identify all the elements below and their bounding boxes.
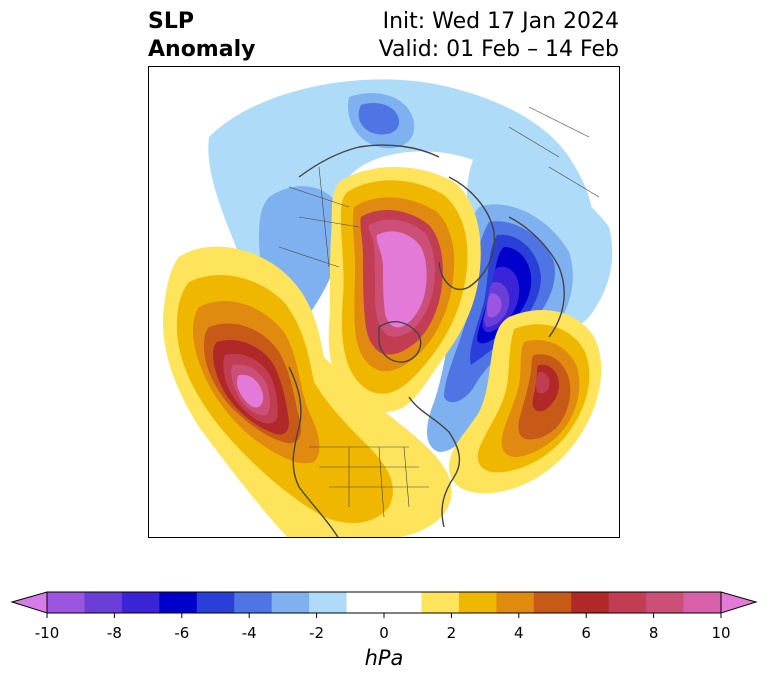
colorbar xyxy=(10,591,758,618)
coastline-na-west xyxy=(288,366,340,537)
colorbar-unit-label: hPa xyxy=(364,646,404,670)
chart-title-left: SLP Anomaly xyxy=(148,8,255,64)
colorbar-segments xyxy=(47,592,722,613)
colorbar-segment xyxy=(159,592,198,613)
slp-anomaly-map xyxy=(163,79,613,537)
colorbar-segment xyxy=(571,592,610,613)
valid-range: Valid: 01 Feb – 14 Feb xyxy=(378,37,619,62)
colorbar-right-extend xyxy=(720,591,758,614)
colorbar-segment xyxy=(384,592,422,613)
colorbar-tick-label: 10 xyxy=(711,624,731,642)
coastline-greenland xyxy=(438,176,496,290)
title-line-slp: SLP xyxy=(148,9,194,34)
coastline-asia xyxy=(298,144,440,178)
colorbar-segment xyxy=(421,592,460,613)
colorbar-segment xyxy=(608,592,647,613)
map-panel xyxy=(148,66,620,538)
colorbar-segment xyxy=(346,592,385,613)
colorbar-tick-label: -4 xyxy=(241,624,257,642)
colorbar-segment xyxy=(196,592,235,613)
colorbar-tick-label: -10 xyxy=(34,624,60,642)
coastline-arctic xyxy=(378,321,422,363)
colorbar-tick-label: 8 xyxy=(648,624,659,642)
border-lines-asia xyxy=(278,166,360,268)
border-lines-na xyxy=(309,446,429,518)
border-lines-europe xyxy=(508,106,600,198)
coastline-europe xyxy=(508,216,565,338)
colorbar-segment xyxy=(121,592,160,613)
colorbar-segment xyxy=(271,592,310,613)
colorbar-segment xyxy=(496,592,535,613)
colorbar-tick-label: 2 xyxy=(446,624,457,642)
colorbar-tick-label: -2 xyxy=(309,624,325,642)
neg-anomaly-arctic-asia xyxy=(208,79,593,337)
colorbar-segment xyxy=(84,592,123,613)
colorbar-segment xyxy=(234,592,273,613)
colorbar-segment xyxy=(309,592,348,613)
colorbar-segment xyxy=(683,592,722,613)
colorbar-tick-label: -6 xyxy=(174,624,190,642)
title-line-anomaly: Anomaly xyxy=(148,37,256,62)
colorbar-left-extend xyxy=(10,591,48,614)
colorbar-segment xyxy=(458,592,497,613)
colorbar-segment xyxy=(47,592,85,613)
colorbar-tick-label: 4 xyxy=(514,624,524,642)
init-date: Init: Wed 17 Jan 2024 xyxy=(382,9,619,34)
colorbar-segment xyxy=(646,592,685,613)
coastline-na-east xyxy=(408,396,461,528)
chart-title-right: Init: Wed 17 Jan 2024 Valid: 01 Feb – 14… xyxy=(379,8,619,64)
colorbar-ticks xyxy=(46,613,722,618)
colorbar-tick-label: 6 xyxy=(581,624,591,642)
colorbar-tick-label: -8 xyxy=(106,624,122,642)
colorbar-tick-label: 0 xyxy=(379,624,389,642)
colorbar-segment xyxy=(533,592,572,613)
